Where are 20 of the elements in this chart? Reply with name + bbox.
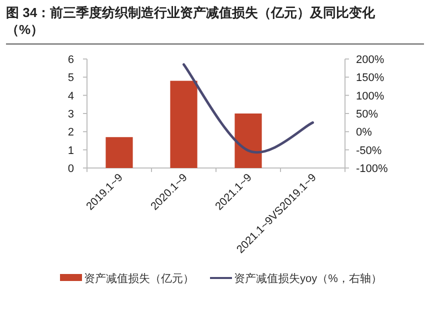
y2-tick-label: 100% (356, 90, 384, 102)
y-tick-label: 4 (68, 90, 74, 102)
y-tick-label: 3 (68, 108, 74, 120)
bar (170, 80, 198, 168)
y2-tick-label: -50% (356, 144, 382, 157)
y2-tick-label: 200% (356, 54, 384, 66)
y-tick-label: 0 (68, 163, 74, 175)
y-tick-label: 1 (68, 144, 74, 157)
y2-tick-label: 0% (356, 126, 372, 139)
legend-label: 资产减值损失yoy（%，右轴） (234, 272, 382, 285)
y-tick-label: 2 (68, 126, 74, 139)
legend-label: 资产减值损失（亿元） (84, 272, 194, 285)
bar (106, 137, 133, 168)
y-tick-label: 6 (68, 54, 74, 66)
y2-tick-label: 150% (356, 72, 384, 84)
chart-title: 图 34：前三季度纺织制造行业资产减值损失（亿元）及同比变化（%） (6, 5, 376, 37)
bar (234, 114, 262, 168)
y-tick-label: 5 (68, 72, 74, 84)
y2-tick-label: 50% (356, 108, 378, 120)
y2-tick-label: -100% (356, 163, 388, 175)
